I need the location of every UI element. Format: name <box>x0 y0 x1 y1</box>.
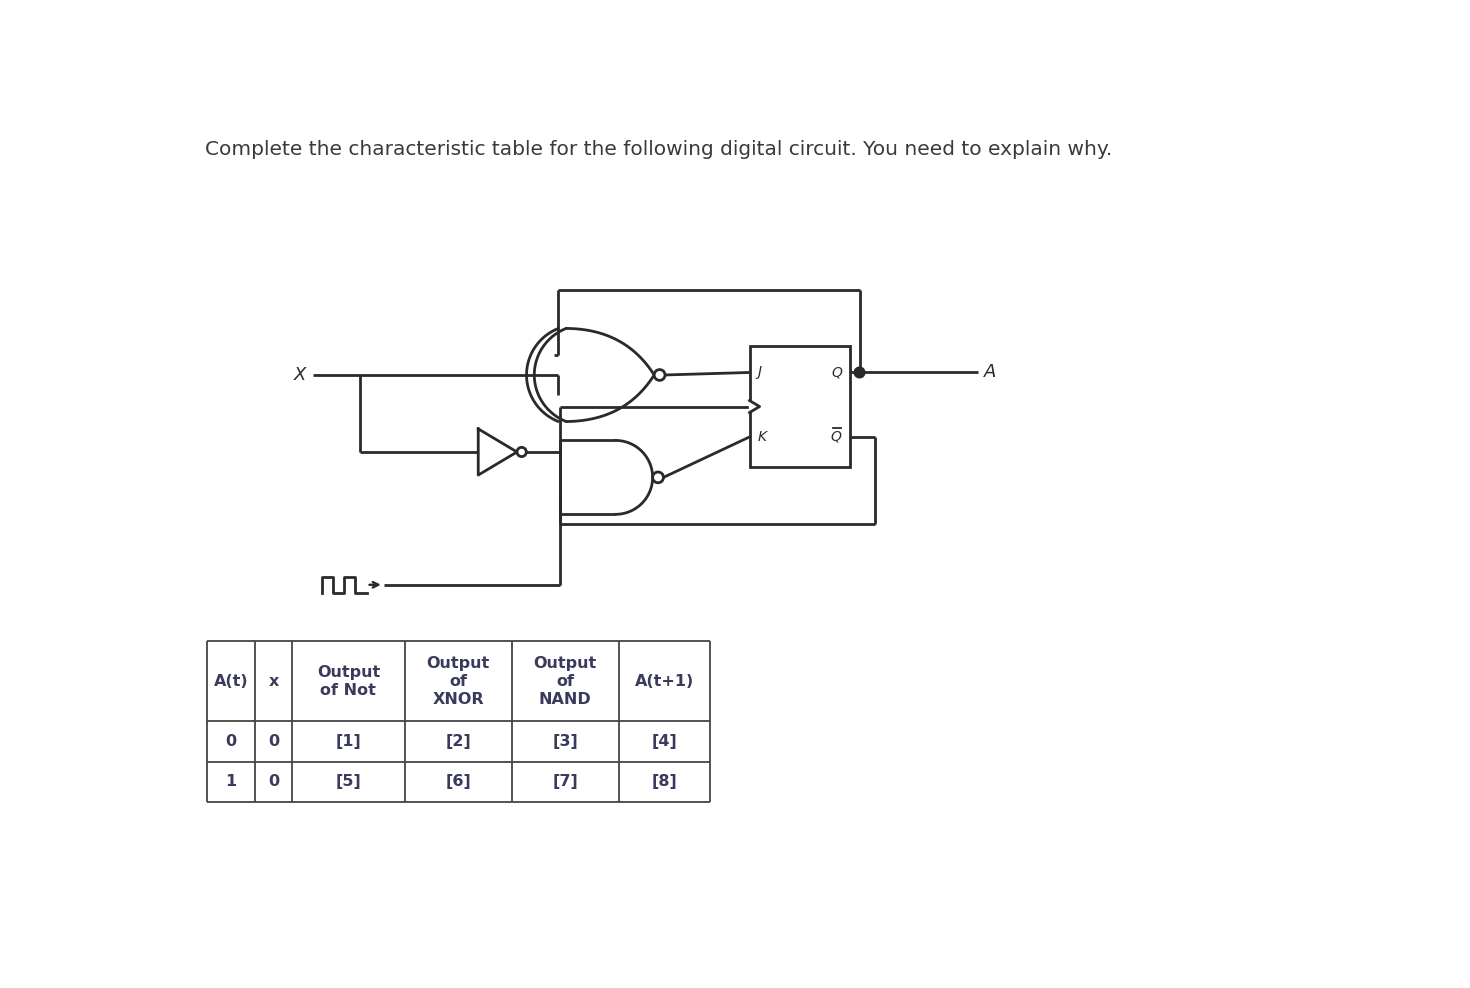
Text: X: X <box>294 366 306 384</box>
Text: [7]: [7] <box>553 774 578 789</box>
Text: [8]: [8] <box>651 774 678 789</box>
Text: Output
of
NAND: Output of NAND <box>534 656 597 706</box>
Text: K: K <box>757 430 766 444</box>
Circle shape <box>517 448 526 456</box>
Text: [3]: [3] <box>553 734 578 749</box>
Text: Q: Q <box>831 430 841 444</box>
Text: Output
of Not: Output of Not <box>318 665 381 698</box>
Text: 0: 0 <box>268 734 279 749</box>
Text: A: A <box>985 364 997 381</box>
Text: A(t+1): A(t+1) <box>635 674 694 689</box>
Text: 0: 0 <box>268 774 279 789</box>
Circle shape <box>654 370 664 380</box>
Polygon shape <box>750 400 760 413</box>
Text: Q: Q <box>832 366 842 379</box>
Text: Output
of
XNOR: Output of XNOR <box>426 656 490 706</box>
Text: x: x <box>269 674 279 689</box>
Text: J: J <box>757 366 761 379</box>
Bar <box>750 346 850 467</box>
Text: [1]: [1] <box>335 734 362 749</box>
Circle shape <box>653 472 663 483</box>
Circle shape <box>856 368 864 377</box>
Text: [2]: [2] <box>445 734 470 749</box>
Text: [5]: [5] <box>335 774 362 789</box>
Text: 0: 0 <box>225 734 237 749</box>
Text: A(t): A(t) <box>213 674 248 689</box>
Polygon shape <box>478 429 517 475</box>
Text: 1: 1 <box>225 774 237 789</box>
Text: [6]: [6] <box>445 774 470 789</box>
Text: [4]: [4] <box>651 734 678 749</box>
Text: Complete the characteristic table for the following digital circuit. You need to: Complete the characteristic table for th… <box>206 140 1113 159</box>
